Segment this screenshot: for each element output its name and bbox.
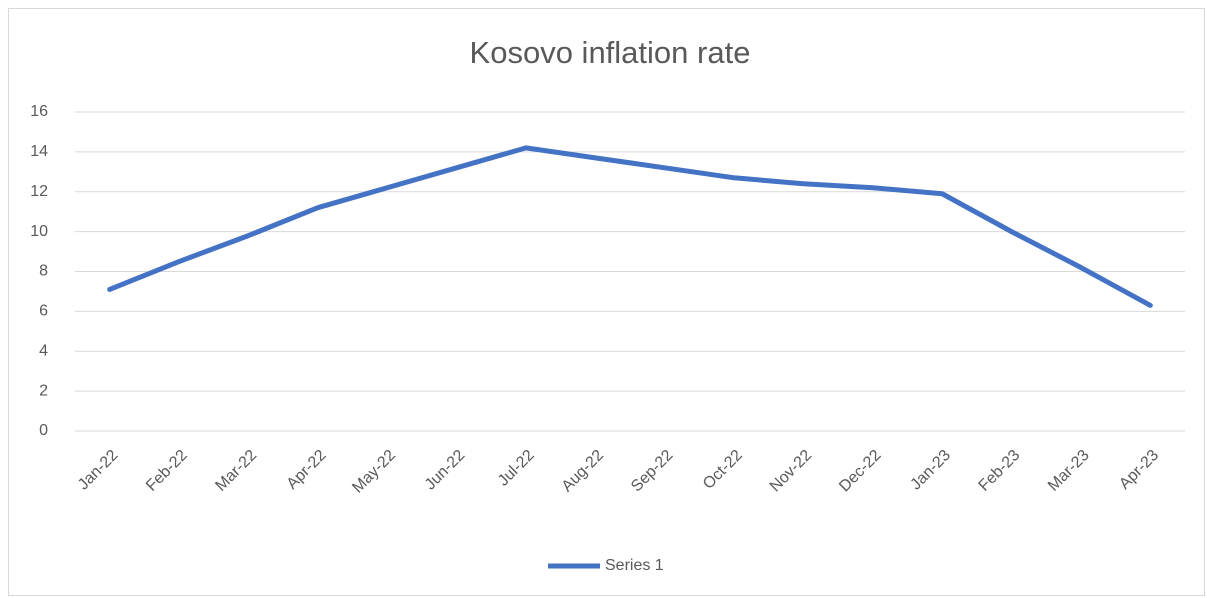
y-tick-label: 14: [30, 143, 48, 160]
legend-label: Series 1: [605, 557, 664, 574]
y-tick-label: 12: [30, 183, 48, 200]
chart-title: Kosovo inflation rate: [470, 35, 751, 70]
y-tick-label: 16: [30, 103, 48, 120]
y-tick-label: 6: [39, 303, 48, 320]
chart-border: [8, 8, 1205, 596]
y-tick-label: 10: [30, 223, 48, 240]
series-line: [107, 145, 1153, 308]
y-tick-label: 0: [39, 422, 48, 439]
y-tick-label: 4: [39, 342, 48, 359]
y-tick-label: 8: [39, 263, 48, 280]
y-tick-label: 2: [39, 382, 48, 399]
